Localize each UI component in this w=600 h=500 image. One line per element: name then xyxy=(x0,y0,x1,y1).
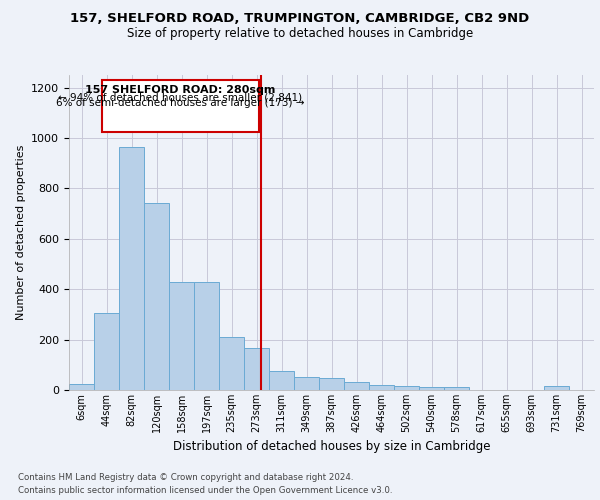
Text: 157 SHELFORD ROAD: 280sqm: 157 SHELFORD ROAD: 280sqm xyxy=(85,84,275,94)
Bar xyxy=(94,313,119,390)
Text: 157, SHELFORD ROAD, TRUMPINGTON, CAMBRIDGE, CB2 9ND: 157, SHELFORD ROAD, TRUMPINGTON, CAMBRID… xyxy=(70,12,530,26)
Bar xyxy=(144,203,169,390)
Bar xyxy=(294,378,319,390)
Text: Size of property relative to detached houses in Cambridge: Size of property relative to detached ho… xyxy=(127,28,473,40)
Bar xyxy=(419,388,444,390)
Bar xyxy=(369,385,394,390)
Bar xyxy=(344,382,369,390)
Text: Contains public sector information licensed under the Open Government Licence v3: Contains public sector information licen… xyxy=(18,486,392,495)
Bar xyxy=(119,147,144,390)
Bar xyxy=(169,282,194,390)
Bar xyxy=(444,388,469,390)
X-axis label: Distribution of detached houses by size in Cambridge: Distribution of detached houses by size … xyxy=(173,440,490,454)
Bar xyxy=(219,337,244,390)
Text: 6% of semi-detached houses are larger (173) →: 6% of semi-detached houses are larger (1… xyxy=(56,98,305,108)
Y-axis label: Number of detached properties: Number of detached properties xyxy=(16,145,26,320)
Bar xyxy=(394,386,419,390)
Bar xyxy=(319,378,344,390)
Bar xyxy=(69,384,94,390)
Bar xyxy=(194,282,219,390)
Bar xyxy=(244,348,269,390)
Bar xyxy=(101,80,259,132)
Text: Contains HM Land Registry data © Crown copyright and database right 2024.: Contains HM Land Registry data © Crown c… xyxy=(18,474,353,482)
Bar xyxy=(544,386,569,390)
Bar xyxy=(269,371,294,390)
Text: ← 94% of detached houses are smaller (2,841): ← 94% of detached houses are smaller (2,… xyxy=(58,92,302,102)
